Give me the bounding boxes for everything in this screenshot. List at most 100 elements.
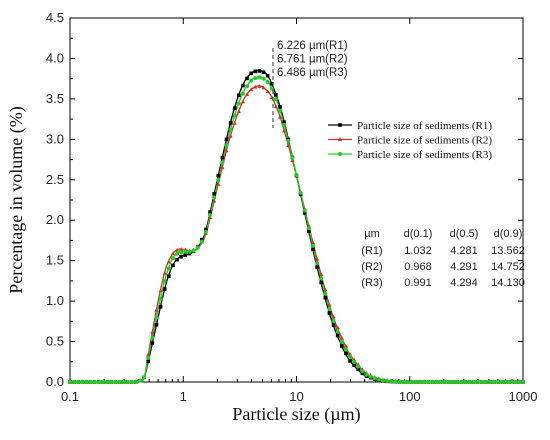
series-r2-marker — [253, 84, 258, 89]
series-r3-marker — [158, 296, 163, 301]
series-r2-marker — [335, 325, 340, 330]
peak-annotations: 6.226 µm(R1) 6.761 µm(R2)6.486 µm(R3) — [272, 40, 348, 128]
peak-label-1: 6.226 µm(R1) — [277, 40, 348, 52]
series-r3-marker — [146, 355, 151, 360]
series-r2-marker — [273, 104, 279, 109]
table-cell: (R2) — [361, 261, 382, 273]
series-r3-marker — [191, 248, 196, 253]
series-r2-marker — [323, 287, 328, 292]
series-r1-marker — [171, 263, 175, 268]
table-cell: 14.752 — [491, 261, 525, 273]
table-header: d(0.9) — [494, 228, 523, 240]
series-r3-marker — [508, 380, 513, 384]
series-r2-marker — [257, 84, 262, 88]
series-r2-marker — [244, 92, 250, 97]
series-r3-marker — [68, 380, 72, 384]
series-r3-marker — [273, 97, 278, 102]
series-r2-marker — [224, 148, 229, 153]
series-r1-marker — [335, 333, 340, 338]
series-r2-marker — [154, 307, 159, 312]
series-r1-marker — [344, 351, 348, 356]
series-r3-marker — [319, 276, 324, 281]
series-r2-marker — [343, 343, 349, 348]
series-r1-marker — [167, 274, 171, 278]
table-cell: 14.130 — [491, 277, 525, 289]
table-cell: 13.562 — [491, 245, 525, 257]
series-r1-marker — [327, 311, 332, 315]
series-r2-marker — [314, 256, 320, 261]
series-r2-marker — [174, 247, 180, 252]
series-r3-marker — [162, 279, 167, 284]
series-r3-marker — [129, 380, 134, 384]
series-r3-marker — [479, 380, 484, 384]
series-r2-marker — [282, 128, 287, 133]
legend-label-2: Particle size of sediments (R2) — [357, 135, 492, 147]
series-r3-marker — [368, 374, 373, 379]
series-r3-marker — [109, 380, 114, 384]
series-r1-marker — [265, 73, 270, 78]
series-r3-marker — [315, 261, 320, 266]
y-tick-label: 1.5 — [46, 253, 64, 268]
series-r1-marker — [183, 253, 188, 257]
y-tick-label: 4.5 — [46, 10, 64, 25]
series-r2-marker — [232, 120, 237, 125]
series-r3-marker — [471, 380, 476, 384]
series-r1-marker — [204, 227, 208, 232]
y-tick-label: 2.5 — [46, 172, 64, 187]
series-r1-marker — [319, 280, 324, 285]
series-r3-marker — [413, 380, 418, 384]
series-r3-marker — [306, 226, 311, 231]
legend-marker-3 — [338, 152, 342, 156]
series-r3-marker — [426, 380, 431, 384]
legend-label-3: Particle size of sediments (R3) — [357, 149, 492, 161]
series-r2-marker — [207, 215, 213, 220]
series-r1-marker — [241, 83, 245, 88]
series-r1-marker — [253, 69, 258, 74]
series-r3-marker — [240, 91, 245, 96]
series-r3-marker — [199, 239, 204, 244]
series-r3-marker — [360, 369, 365, 374]
series-r3-marker — [459, 380, 464, 384]
series-r3-marker — [335, 329, 340, 334]
series-r3-marker — [88, 380, 93, 384]
series-r2-marker — [158, 288, 163, 293]
series-r3-marker — [133, 380, 138, 384]
series-r3-marker — [154, 315, 159, 320]
series-r1-marker — [340, 344, 344, 348]
series-r3-marker — [96, 380, 101, 384]
series-r3-marker — [100, 380, 105, 384]
series-r2-marker — [236, 109, 241, 114]
series-r1-marker — [257, 69, 262, 73]
series-r3-marker — [385, 378, 390, 383]
series-r3-marker — [434, 380, 439, 384]
x-axis-title: Particle size (µm) — [232, 404, 360, 425]
series-r2-marker — [162, 270, 167, 275]
series-r3-marker — [228, 127, 233, 132]
series-r3-marker — [352, 359, 357, 364]
series-r3-marker — [372, 376, 377, 381]
series-r1-marker — [228, 121, 233, 125]
series-r3-marker — [516, 380, 521, 384]
series-r3-marker — [521, 380, 525, 384]
stats-table: µm d(0.1) d(0.5) d(0.9) (R1) 1.032 4.281 13.562… — [361, 228, 525, 289]
series-r3-marker — [121, 380, 126, 384]
table-cell: 4.281 — [450, 245, 478, 257]
series-r3-marker — [294, 172, 299, 177]
series-r3-marker — [348, 354, 353, 359]
series-r3-marker — [125, 380, 130, 384]
series-r2-marker — [166, 259, 171, 264]
series-r3-marker — [401, 380, 406, 384]
table-header: d(0.1) — [404, 228, 433, 240]
series-r3-marker — [504, 380, 509, 384]
series-r3-marker — [446, 380, 451, 384]
series-r3-marker — [393, 379, 398, 384]
series-r3-marker — [92, 380, 97, 384]
series-r3-marker — [249, 78, 254, 83]
series-r1-marker — [348, 359, 352, 363]
table-cell: (R3) — [361, 277, 382, 289]
series-r1-marker — [208, 210, 212, 214]
x-tick-label: 1000 — [509, 389, 538, 404]
series-r3-marker — [475, 380, 480, 384]
series-r3-marker — [232, 113, 237, 118]
